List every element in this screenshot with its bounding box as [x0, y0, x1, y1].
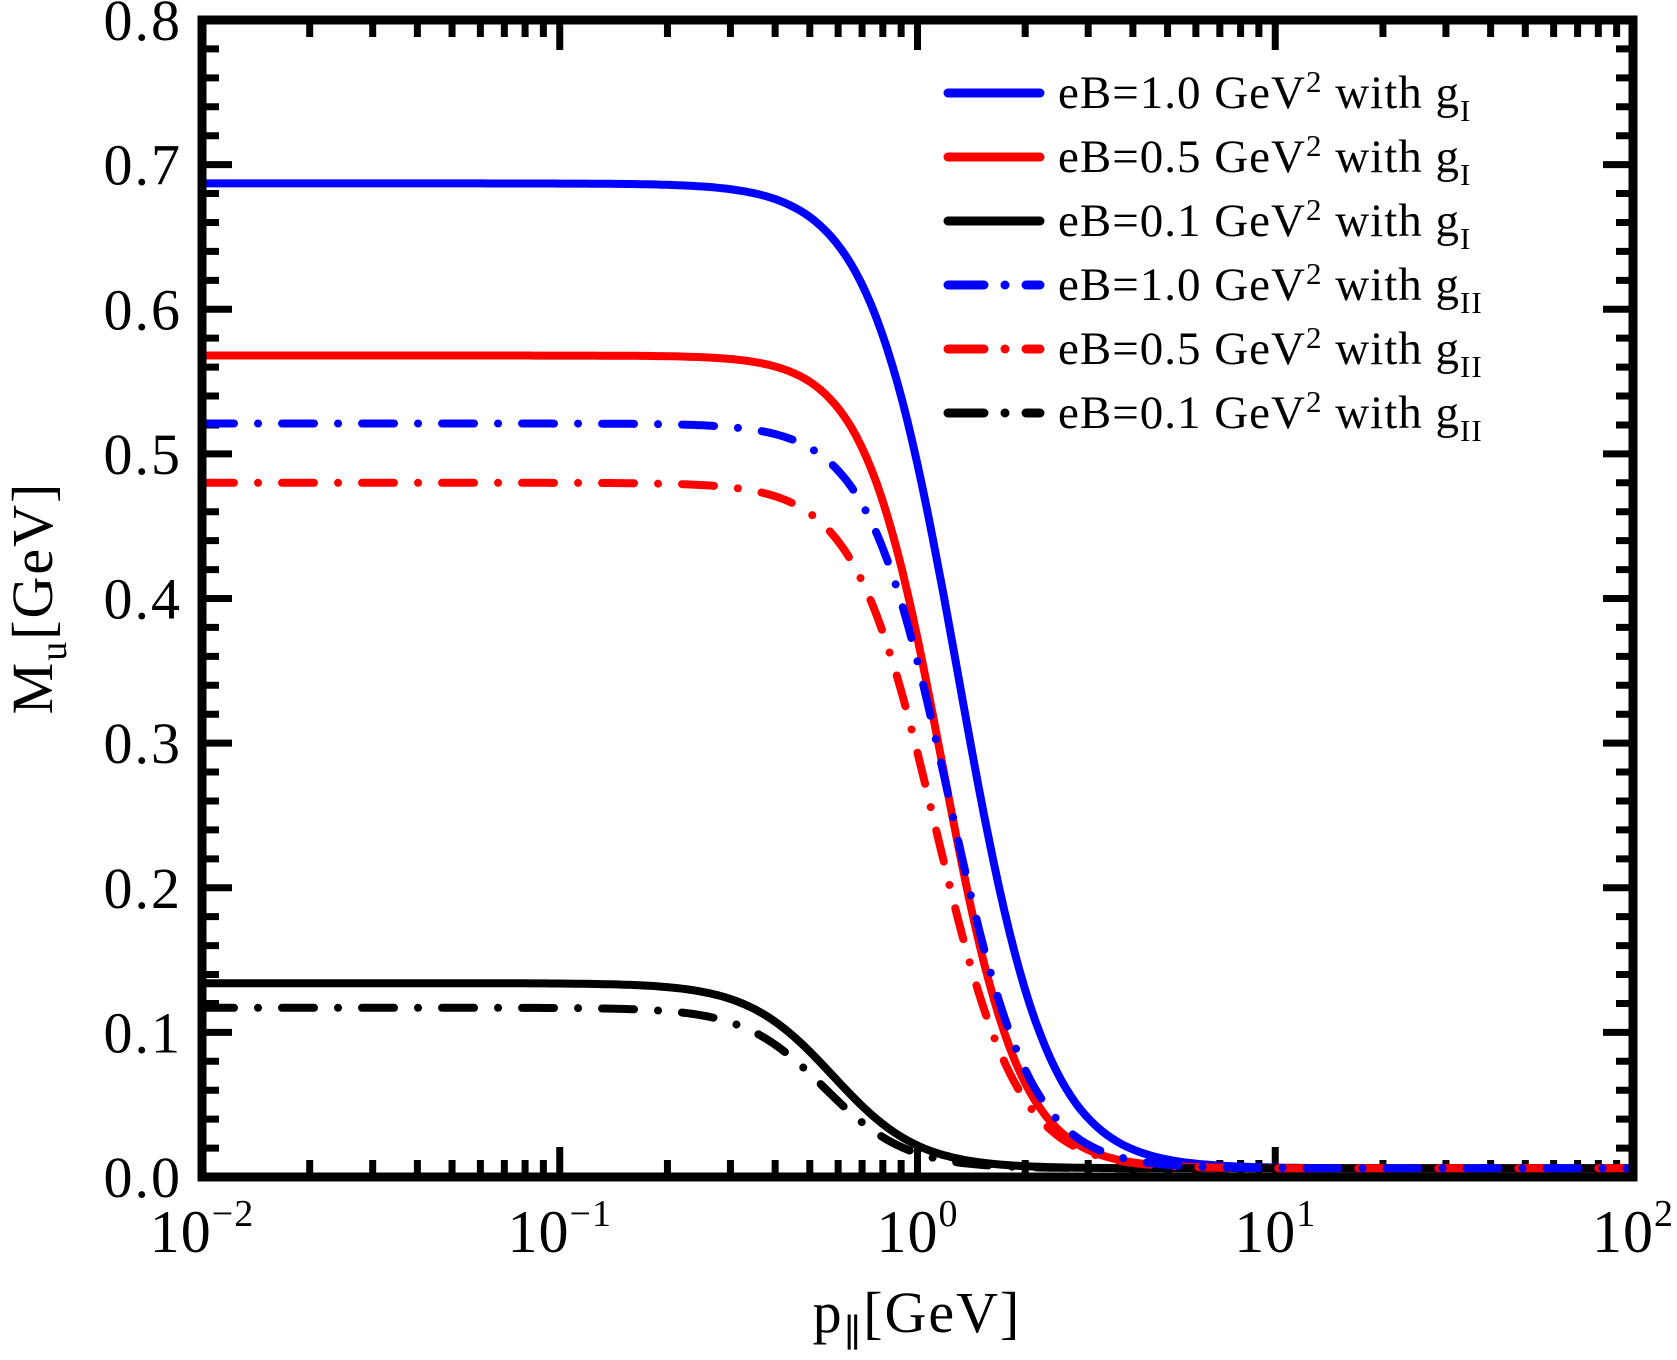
tick-labels: 0.0 0.1 0.2 0.3 0.4 0.5 0.6 0.7 0.8 10−2 10−1 100 10…	[104, 0, 1674, 1265]
y-tick-label: 0.2	[104, 856, 183, 921]
legend-item-0: eB=1.0 GeV2 with gI	[943, 64, 1471, 128]
legend-item-3: eB=1.0 GeV2 with gII	[943, 256, 1483, 320]
legend-label-1: eB=0.5 GeV2 with gI	[1058, 128, 1471, 192]
legend-label-0: eB=1.0 GeV2 with gI	[1058, 64, 1471, 128]
y-tick-label: 0.3	[104, 711, 183, 776]
legend-item-1: eB=0.5 GeV2 with gI	[943, 128, 1471, 192]
y-tick-label: 0.5	[104, 422, 183, 487]
y-axis-title: Mu[GeV]	[0, 482, 75, 715]
y-tick-label: 0.8	[104, 0, 183, 53]
x-tick-label: 102	[1592, 1193, 1674, 1265]
y-tick-label: 0.4	[104, 567, 183, 632]
series-curve-5	[202, 1003, 1633, 1173]
x-tick-label: 101	[1234, 1193, 1316, 1265]
legend-item-2: eB=0.1 GeV2 with gI	[943, 192, 1471, 256]
y-tick-label: 0.6	[104, 277, 183, 342]
series-curve-4	[202, 478, 1633, 1173]
axis-ticks	[198, 16, 1637, 1181]
y-tick-label: 0.0	[104, 1145, 183, 1210]
plot-frame	[197, 15, 1638, 1182]
legend-item-4: eB=0.5 GeV2 with gII	[943, 320, 1483, 384]
x-tick-label: 10−1	[508, 1193, 612, 1265]
y-tick-label: 0.1	[104, 1000, 183, 1065]
series-curves	[202, 179, 1633, 1173]
legend-item-5: eB=0.1 GeV2 with gII	[943, 384, 1483, 448]
x-tick-label: 10−2	[150, 1193, 254, 1265]
y-tick-label: 0.7	[104, 133, 183, 198]
legend-label-5: eB=0.1 GeV2 with gII	[1058, 384, 1483, 448]
legend-label-4: eB=0.5 GeV2 with gII	[1058, 320, 1483, 384]
x-tick-label: 100	[877, 1193, 959, 1265]
legend-label-2: eB=0.1 GeV2 with gI	[1058, 192, 1471, 256]
x-axis-title: p∥[GeV]	[813, 1280, 1022, 1355]
series-curve-3	[202, 419, 1633, 1173]
legend-label-3: eB=1.0 GeV2 with gII	[1058, 256, 1483, 320]
